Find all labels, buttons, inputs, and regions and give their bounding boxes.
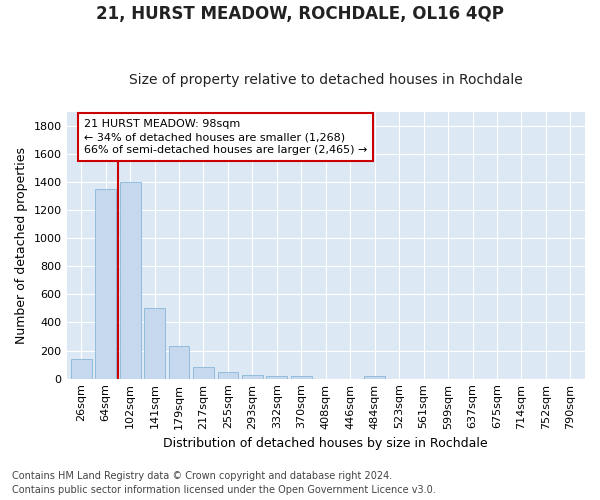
Bar	[218, 372, 238, 378]
Bar	[169, 346, 190, 378]
Bar	[71, 359, 92, 378]
Bar	[144, 308, 165, 378]
X-axis label: Distribution of detached houses by size in Rochdale: Distribution of detached houses by size …	[163, 437, 488, 450]
Bar	[364, 376, 385, 378]
Y-axis label: Number of detached properties: Number of detached properties	[15, 146, 28, 344]
Bar	[266, 376, 287, 378]
Text: 21 HURST MEADOW: 98sqm
← 34% of detached houses are smaller (1,268)
66% of semi-: 21 HURST MEADOW: 98sqm ← 34% of detached…	[83, 119, 367, 155]
Bar	[193, 366, 214, 378]
Text: Contains HM Land Registry data © Crown copyright and database right 2024.
Contai: Contains HM Land Registry data © Crown c…	[12, 471, 436, 495]
Bar	[95, 189, 116, 378]
Bar	[291, 376, 312, 378]
Bar	[242, 375, 263, 378]
Bar	[120, 182, 140, 378]
Title: Size of property relative to detached houses in Rochdale: Size of property relative to detached ho…	[129, 73, 523, 87]
Text: 21, HURST MEADOW, ROCHDALE, OL16 4QP: 21, HURST MEADOW, ROCHDALE, OL16 4QP	[96, 5, 504, 23]
